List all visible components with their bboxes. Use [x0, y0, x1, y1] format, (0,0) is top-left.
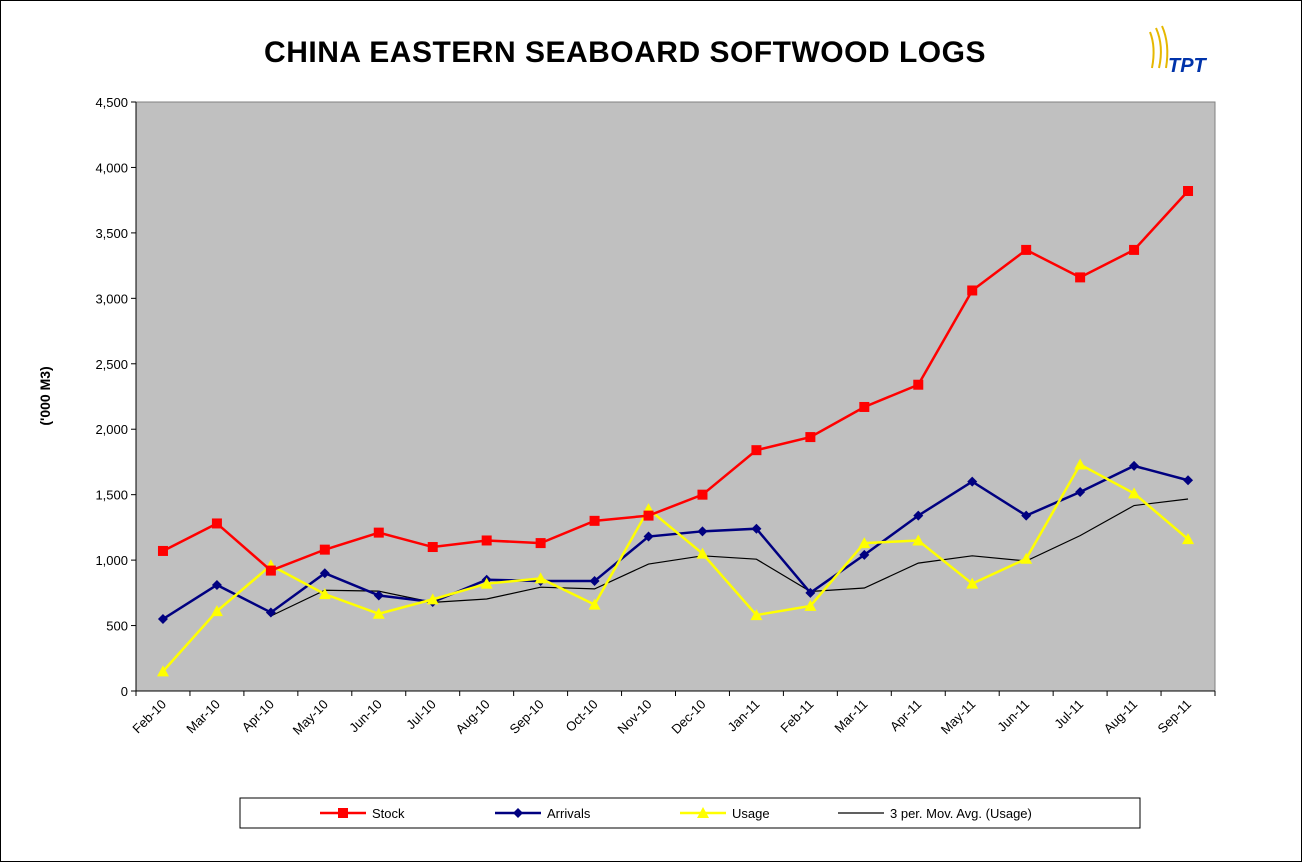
- logo-mark: [1149, 25, 1169, 69]
- marker: [1182, 533, 1195, 545]
- legend-marker: [513, 808, 523, 818]
- marker: [1129, 244, 1140, 255]
- marker: [1183, 475, 1194, 486]
- y-axis-label: ('000 M3): [37, 366, 53, 425]
- legend-label: 3 per. Mov. Avg. (Usage): [890, 806, 1032, 821]
- marker: [534, 572, 547, 584]
- marker: [1183, 186, 1194, 197]
- y-tick-label: 2,500: [95, 357, 128, 372]
- marker: [319, 544, 330, 555]
- legend-marker: [697, 807, 709, 818]
- legend-label: Stock: [372, 806, 405, 821]
- marker: [858, 537, 871, 549]
- marker: [211, 579, 222, 590]
- marker: [966, 577, 979, 589]
- marker: [1128, 487, 1141, 499]
- marker: [157, 614, 168, 625]
- y-tick-label: 1,000: [95, 553, 128, 568]
- marker: [1020, 552, 1033, 564]
- marker: [372, 607, 385, 619]
- plot-area: [135, 101, 1216, 692]
- marker: [210, 605, 223, 617]
- marker: [318, 588, 331, 600]
- marker: [1075, 272, 1086, 283]
- marker: [1021, 510, 1032, 521]
- y-tick-label: 3,000: [95, 291, 128, 306]
- y-tick-label: 0: [121, 684, 128, 699]
- marker: [967, 285, 978, 296]
- marker: [589, 576, 600, 587]
- y-tick-label: 3,500: [95, 226, 128, 241]
- marker: [804, 599, 817, 611]
- marker: [373, 590, 384, 601]
- series-line: [162, 464, 1189, 621]
- marker: [913, 510, 924, 521]
- marker: [750, 609, 763, 621]
- y-tick-label: 1,500: [95, 488, 128, 503]
- marker: [697, 489, 708, 500]
- chart-title: CHINA EASTERN SEABOARD SOFTWOOD LOGS: [264, 36, 986, 69]
- marker: [697, 526, 708, 537]
- marker: [156, 665, 169, 677]
- marker: [481, 535, 492, 546]
- marker: [588, 598, 601, 610]
- marker: [1075, 487, 1086, 498]
- marker: [913, 379, 924, 390]
- y-tick-label: 2,000: [95, 422, 128, 437]
- marker: [427, 542, 438, 553]
- marker: [912, 534, 925, 546]
- y-tick-label: 4,500: [95, 95, 128, 110]
- marker: [1129, 460, 1140, 471]
- series-line: [162, 462, 1189, 673]
- marker: [211, 518, 222, 529]
- marker: [859, 401, 870, 412]
- logo: TPT: [1168, 55, 1208, 77]
- series-line: [162, 190, 1189, 573]
- legend-label: Usage: [732, 806, 770, 821]
- marker: [319, 568, 330, 579]
- marker: [373, 527, 384, 538]
- marker: [589, 515, 600, 526]
- y-tick-label: 4,000: [95, 160, 128, 175]
- marker: [265, 565, 276, 576]
- marker: [805, 587, 816, 598]
- y-tick-label: 500: [106, 619, 128, 634]
- marker: [696, 547, 709, 559]
- marker: [480, 577, 493, 589]
- legend-marker: [338, 808, 348, 818]
- marker: [157, 545, 168, 556]
- marker: [1074, 458, 1087, 470]
- marker: [265, 607, 276, 618]
- marker: [751, 445, 762, 456]
- marker: [643, 531, 654, 542]
- marker: [426, 593, 439, 605]
- marker: [643, 510, 654, 521]
- marker: [805, 432, 816, 443]
- marker: [535, 538, 546, 549]
- legend-label: Arrivals: [547, 806, 591, 821]
- marker: [859, 549, 870, 560]
- marker: [1021, 244, 1032, 255]
- marker: [751, 523, 762, 534]
- marker: [967, 476, 978, 487]
